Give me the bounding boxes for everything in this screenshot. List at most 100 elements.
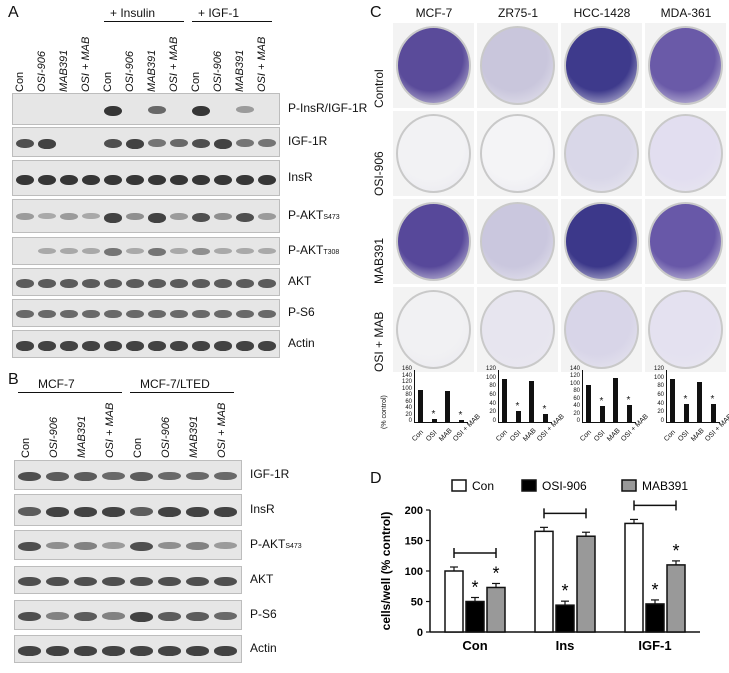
panel-c-mini-bar [586, 384, 592, 422]
panel-b-row-label: IGF-1R [250, 467, 289, 481]
panel-c-mini-ytick-label: 80 [489, 383, 496, 390]
panel-a-band [38, 175, 56, 185]
panel-a-band [16, 175, 34, 185]
panel-a-band [192, 248, 210, 256]
panel-b-blot-strip [14, 494, 242, 526]
panel-a-band [214, 279, 232, 288]
panel-a-lane-label: OSI + MAB [80, 36, 92, 92]
panel-d-ytick-label: 200 [405, 505, 423, 517]
panel-d-legend-swatch [521, 479, 537, 492]
panel-a-band [236, 248, 254, 255]
panel-c-mini-ytick-label: 20 [489, 409, 496, 416]
panel-b-band [18, 542, 41, 552]
panel-a-lane-label: Con [102, 71, 114, 92]
panel-c-mini-bar [697, 382, 703, 422]
panel-a-band [148, 213, 166, 223]
panel-c-plate-cell [477, 111, 558, 196]
panel-d-ytick-label: 50 [411, 597, 423, 609]
panel-c-mini-star: * [542, 404, 547, 416]
panel-a-band [60, 175, 78, 185]
panel-a-band [192, 139, 210, 149]
panel-b-group-label: MCF-7/LTED [140, 377, 210, 391]
panel-c-colony-plate [648, 290, 723, 369]
panel-a-lane-label: Con [190, 71, 202, 92]
panel-d-ytick-label: 100 [405, 566, 423, 578]
panel-a-band [38, 213, 56, 220]
panel-d-legend-label: Con [472, 479, 494, 493]
panel-a-band [104, 310, 122, 319]
panel-c-mini-yaxis [666, 370, 667, 422]
panel-a-row-label-text: P-InsR/IGF-1R [288, 101, 368, 115]
panel-a-row-label: AKT [288, 274, 311, 288]
panel-d-letter: D [370, 470, 382, 487]
panel-a-band [192, 279, 210, 288]
panel-a-band [126, 213, 144, 221]
panel-a-band [214, 139, 232, 149]
panel-a-band [38, 139, 56, 149]
panel-c-colony-plate [480, 290, 555, 369]
panel-a-band [258, 213, 276, 220]
panel-c-mini-ytick-label: 100 [653, 374, 664, 381]
panel-c-mini-category: OSI [424, 429, 439, 443]
panel-a-row-label-text: AKT [288, 274, 312, 288]
panel-a-lane-label: OSI-906 [212, 51, 224, 92]
panel-a-band [148, 310, 166, 319]
panel-c-mini-xaxis [582, 422, 636, 423]
panel-c-mini-ytick-label: 120 [485, 366, 496, 372]
panel-c-mini-bar [431, 419, 437, 422]
panel-d-significance-star: * [672, 541, 679, 561]
panel-c-plate-cell [393, 287, 474, 372]
panel-a-band [60, 341, 78, 351]
panel-a-band [236, 175, 254, 185]
panel-a-band [82, 310, 100, 319]
panel-a-lane-label: OSI-906 [124, 51, 136, 92]
panel-b-band [130, 577, 153, 587]
panel-b-band [214, 646, 237, 656]
panel-b-band [214, 542, 237, 549]
panel-b-band [18, 577, 41, 587]
panel-b-band [130, 646, 153, 656]
panel-a-row-label: P-AKTT308 [288, 243, 339, 257]
panel-d-bar [444, 570, 464, 633]
panel-a-row-label-text: IGF-1R [288, 134, 328, 148]
panel-b-band [214, 507, 237, 517]
panel-c-colony-plate [396, 114, 471, 193]
panel-b-band [214, 577, 237, 587]
panel-c-mini-bar [529, 380, 535, 422]
panel-a-band [60, 310, 78, 319]
panel-b-band [74, 507, 97, 517]
panel-b-band [46, 646, 69, 656]
panel-a-row-label-text: Actin [288, 336, 315, 350]
panel-c-mini-ytick-label: 20 [405, 411, 412, 418]
panel-c-mini-ytick-label: 40 [489, 400, 496, 407]
panel-a-band [104, 139, 122, 149]
panel-a-band [16, 310, 34, 319]
panel-d-ytick-label: 150 [405, 536, 423, 548]
panel-b-row-label-text: InsR [250, 502, 275, 516]
panel-c-treatment-label: MAB391 [372, 237, 386, 284]
panel-a-row-label: P-InsR/IGF-1R [288, 101, 367, 115]
panel-c-mini-ytick-label: 80 [657, 383, 664, 390]
panel-d-ylabel: cells/well (% control) [379, 512, 393, 631]
panel-a-row-label: P-S6 [288, 305, 315, 319]
panel-a-band [38, 310, 56, 319]
panel-a-group-label: + IGF-1 [198, 6, 240, 20]
panel-c-colony-plate [480, 114, 555, 193]
panel-a-band [104, 279, 122, 288]
panel-c-mini-star: * [710, 393, 715, 405]
panel-b-band [46, 507, 69, 517]
panel-b-lane-label: OSI-906 [160, 417, 172, 458]
panel-c-mini-ytick-label: 120 [401, 379, 412, 385]
panel-c-letter: C [370, 4, 382, 21]
panel-b-blot-strip [14, 566, 242, 594]
panel-a-band [236, 139, 254, 147]
panel-c-mini-bar [626, 404, 632, 422]
panel-c-plate-cell [393, 23, 474, 108]
panel-a-band [214, 213, 232, 221]
panel-c-mini-ytick-label: 40 [657, 400, 664, 407]
panel-b-band [158, 472, 181, 481]
panel-c-cell-line-label: ZR75-1 [497, 6, 538, 20]
panel-a-lane-label: MAB391 [234, 49, 246, 92]
panel-b-band [130, 472, 153, 481]
panel-d-bar [645, 603, 665, 633]
